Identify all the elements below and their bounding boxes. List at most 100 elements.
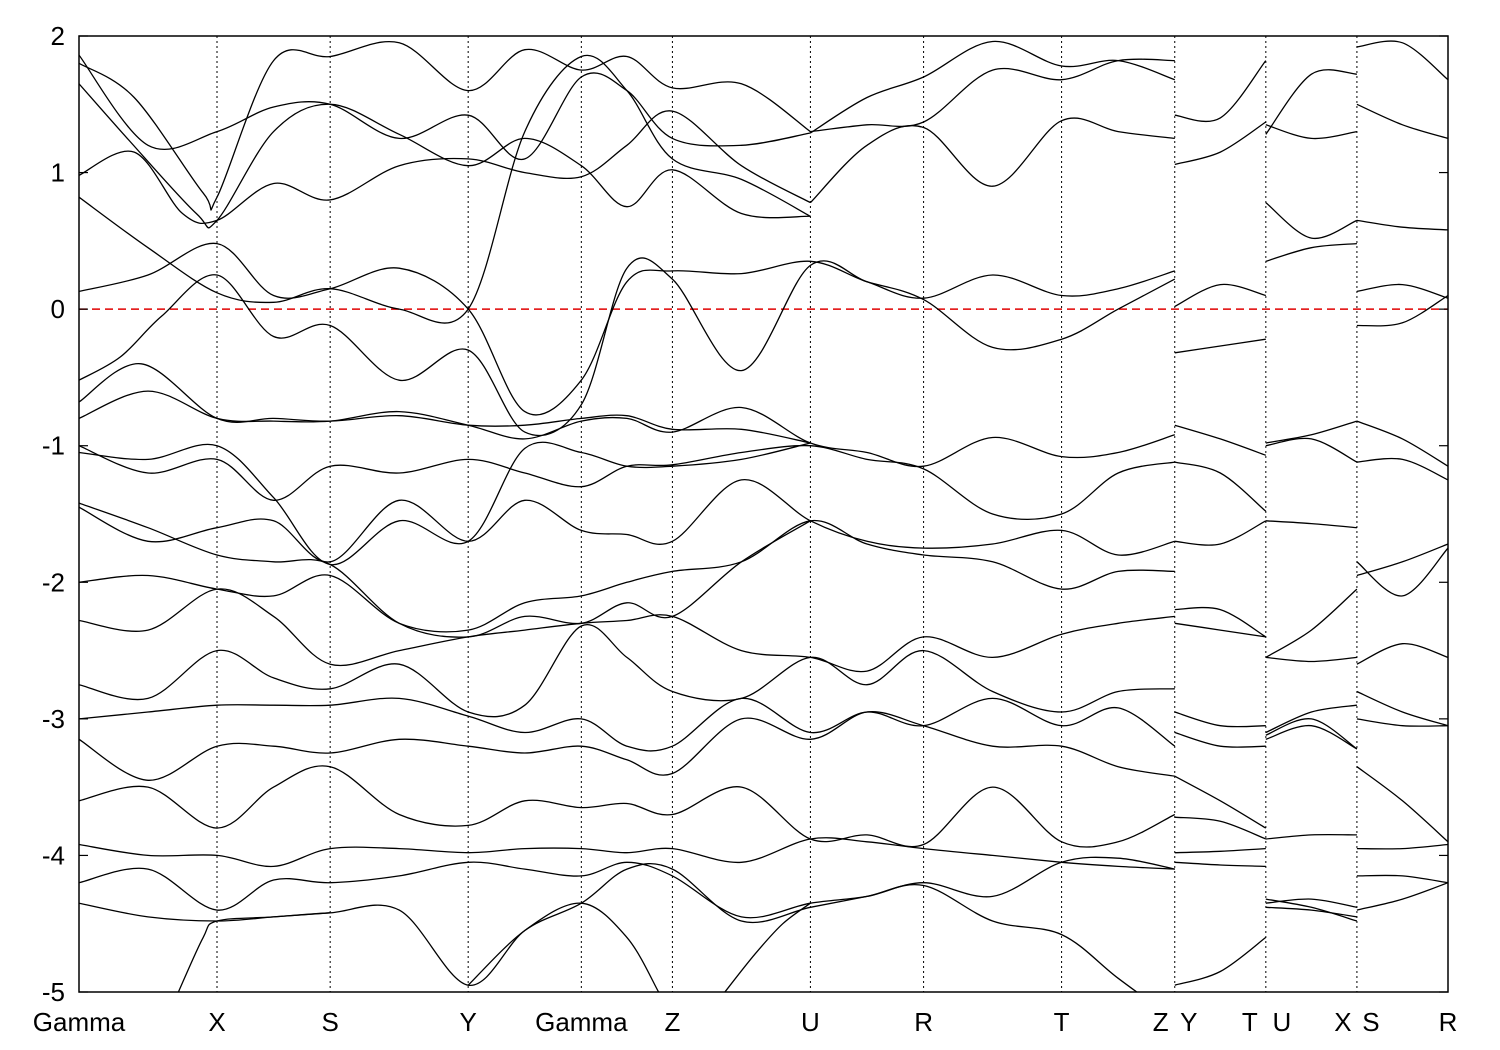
y-tick-label: 1 bbox=[51, 158, 65, 188]
x-tick-label: T bbox=[1054, 1007, 1070, 1037]
band-12-segment-0 bbox=[79, 711, 1175, 781]
x-tick-label: Y bbox=[459, 1007, 476, 1037]
band-15-segment-3 bbox=[1356, 882, 1448, 911]
y-tick-label: -5 bbox=[42, 977, 65, 1007]
band-0-segment-2 bbox=[1265, 242, 1357, 262]
band-0-segment-1 bbox=[1174, 283, 1266, 307]
band-9-segment-3 bbox=[1356, 643, 1448, 665]
band-17-segment-2 bbox=[724, 902, 811, 992]
band-2-segment-4 bbox=[1356, 219, 1448, 231]
band-16-segment-2 bbox=[1265, 898, 1358, 922]
x-tick-label: Y bbox=[1180, 1007, 1197, 1037]
x-tick-label: R bbox=[1439, 1007, 1458, 1037]
band-10-segment-0 bbox=[79, 623, 1175, 718]
band-15-segment-0 bbox=[79, 856, 1175, 919]
band-12-segment-1 bbox=[1174, 775, 1267, 829]
band-8-segment-2 bbox=[1265, 588, 1358, 658]
x-tick-label: S bbox=[321, 1007, 338, 1037]
x-tick-label: Z bbox=[1153, 1007, 1169, 1037]
x-tick-label: T bbox=[1242, 1007, 1258, 1037]
band-1-segment-0 bbox=[79, 257, 1176, 437]
band-10-segment-2 bbox=[1265, 704, 1357, 734]
band-13-segment-3 bbox=[1356, 843, 1448, 850]
x-tick-label: Gamma bbox=[33, 1007, 126, 1037]
band-15-segment-2 bbox=[1265, 906, 1358, 918]
band-4-segment-1 bbox=[810, 58, 1175, 133]
band-15-segment-1 bbox=[1174, 861, 1266, 868]
band-8-segment-3 bbox=[1356, 543, 1448, 577]
x-tick-label: U bbox=[1272, 1007, 1291, 1037]
band-1-segment-1 bbox=[1174, 338, 1266, 354]
band-14-segment-2 bbox=[1265, 898, 1358, 908]
band-14-segment-0 bbox=[79, 837, 1175, 870]
band-6-segment-3 bbox=[1356, 457, 1448, 481]
band-18-segment-1 bbox=[79, 83, 811, 229]
plot-frame bbox=[78, 35, 1449, 993]
band-13-segment-1 bbox=[1174, 816, 1267, 840]
band-8-segment-0 bbox=[79, 519, 1175, 633]
band-18-segment-3 bbox=[79, 441, 811, 566]
band-2-segment-2 bbox=[1174, 121, 1267, 166]
band-3-segment-4 bbox=[1356, 103, 1448, 140]
band-7-segment-0 bbox=[79, 479, 1175, 563]
x-tick-label: S bbox=[1362, 1007, 1379, 1037]
band-6-segment-1 bbox=[1174, 461, 1267, 512]
band-7-segment-2 bbox=[1265, 520, 1357, 529]
band-12-segment-2 bbox=[1265, 725, 1358, 750]
band-11-segment-3 bbox=[1356, 718, 1448, 727]
x-tick-label: X bbox=[208, 1007, 225, 1037]
band-18-segment-4 bbox=[79, 502, 811, 638]
band-0-segment-3 bbox=[1356, 283, 1448, 299]
x-tick-label: U bbox=[801, 1007, 820, 1037]
band-9-segment-1 bbox=[1174, 606, 1267, 638]
band-17-segment-1 bbox=[467, 902, 660, 992]
y-tick-label: -1 bbox=[42, 431, 65, 461]
band-5-segment-0 bbox=[79, 390, 1175, 468]
y-tick-label: -2 bbox=[42, 567, 65, 597]
band-14-segment-3 bbox=[1356, 874, 1448, 884]
band-13-segment-0 bbox=[79, 765, 1176, 848]
band-3-segment-1 bbox=[810, 40, 1176, 134]
band-4-segment-2 bbox=[1265, 124, 1357, 140]
band-1-segment-2 bbox=[1356, 294, 1448, 327]
band-14-segment-1 bbox=[1174, 847, 1266, 854]
high-symmetry-gridlines bbox=[216, 36, 1358, 992]
band-11-segment-2 bbox=[1265, 718, 1358, 750]
y-tick-label: 2 bbox=[51, 21, 65, 51]
band-5-segment-3 bbox=[1356, 420, 1448, 467]
y-tick-label: 0 bbox=[51, 294, 65, 324]
band-lines bbox=[79, 40, 1448, 992]
band-6-segment-2 bbox=[1265, 437, 1358, 463]
band-6-segment-0 bbox=[79, 444, 1175, 520]
y-tick-label: -3 bbox=[42, 704, 65, 734]
x-axis-ticks: Gamma X S Y Gamma Z U R T Z Y T U X S R bbox=[33, 1007, 1458, 1037]
band-3-segment-3 bbox=[1265, 69, 1357, 135]
band-9-segment-0 bbox=[79, 588, 1175, 673]
band-8-segment-1 bbox=[1174, 622, 1266, 638]
band-16-segment-0 bbox=[79, 863, 1138, 992]
band-5-segment-1 bbox=[1174, 424, 1267, 456]
band-9-segment-2 bbox=[1265, 656, 1357, 663]
band-17-segment-0 bbox=[177, 912, 331, 992]
band-3-segment-2 bbox=[1174, 60, 1267, 123]
y-tick-label: -4 bbox=[42, 840, 65, 870]
band-16-segment-1 bbox=[1174, 936, 1267, 986]
x-tick-label: X bbox=[1334, 1007, 1351, 1037]
band-4-segment-0 bbox=[79, 54, 811, 324]
band-10-segment-3 bbox=[1356, 690, 1448, 727]
band-4-segment-3 bbox=[1356, 40, 1448, 81]
x-tick-label: Z bbox=[664, 1007, 680, 1037]
band-7-segment-1 bbox=[1174, 520, 1267, 546]
band-2-segment-1 bbox=[809, 117, 1175, 204]
band-2-segment-3 bbox=[1265, 202, 1358, 239]
band-12-segment-3 bbox=[1356, 766, 1448, 843]
band-10-segment-1 bbox=[1174, 711, 1266, 728]
band-2-segment-0 bbox=[79, 110, 811, 225]
band-13-segment-2 bbox=[1265, 833, 1357, 840]
y-axis-ticks: -5 -4 -3 -2 -1 0 1 2 bbox=[42, 21, 1448, 1007]
band-18-segment-2 bbox=[79, 363, 811, 444]
band-11-segment-0 bbox=[79, 697, 1176, 752]
band-5-segment-2 bbox=[1265, 420, 1358, 444]
band-3-segment-0 bbox=[79, 54, 811, 160]
